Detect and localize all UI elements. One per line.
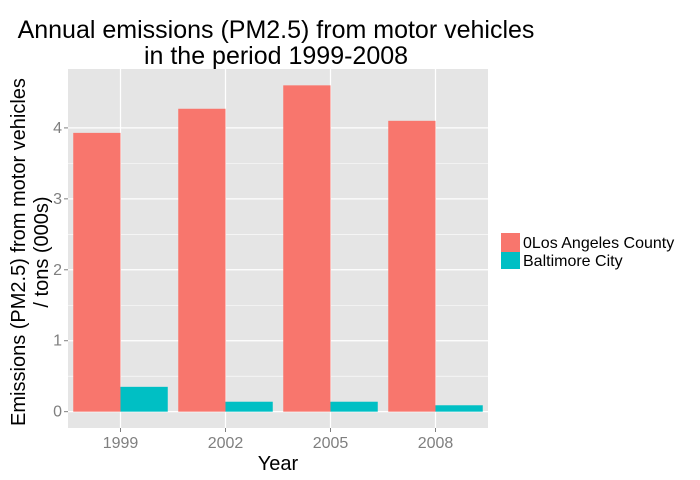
y-axis: 0 1 2 3 4 <box>53 120 68 421</box>
legend-label-baltimore: Baltimore City <box>523 253 623 270</box>
bars <box>73 85 483 412</box>
legend-label-los-angeles: 0Los Angeles County <box>523 235 674 252</box>
x-tick-label: 2002 <box>208 435 244 452</box>
y-axis-title: Emissions (PM2.5) from motor vehicles / … <box>8 78 53 426</box>
bar-baltimore-2002 <box>225 401 273 412</box>
y-tick-label: 3 <box>53 191 62 208</box>
y-tick-label: 4 <box>53 120 62 137</box>
bar-los-angeles-2002 <box>178 108 226 412</box>
bar-baltimore-2005 <box>330 401 378 412</box>
x-tick-label: 2005 <box>313 435 349 452</box>
legend-swatch-los-angeles <box>501 233 520 252</box>
x-axis: 1999 2002 2005 2008 <box>103 428 454 452</box>
bar-los-angeles-1999 <box>73 132 121 412</box>
x-tick-label: 2008 <box>418 435 454 452</box>
y-tick-label: 1 <box>53 333 62 350</box>
y-axis-title-line-2: / tons (000s) <box>31 196 53 307</box>
y-axis-title-line-1: Emissions (PM2.5) from motor vehicles <box>8 78 30 426</box>
x-axis-title: Year <box>258 453 299 475</box>
x-tick-label: 1999 <box>103 435 139 452</box>
legend: 0Los Angeles County Baltimore City <box>501 233 674 270</box>
y-tick-label: 2 <box>53 262 62 279</box>
chart-title-line-2: in the period 1999-2008 <box>144 42 408 70</box>
legend-swatch-baltimore <box>501 252 520 269</box>
chart-title-line-1: Annual emissions (PM2.5) from motor vehi… <box>18 16 535 44</box>
bar-baltimore-1999 <box>120 386 168 412</box>
bar-los-angeles-2005 <box>283 85 331 412</box>
y-tick-label: 0 <box>53 404 62 421</box>
bar-los-angeles-2008 <box>388 120 436 412</box>
bar-baltimore-2008 <box>435 405 483 412</box>
